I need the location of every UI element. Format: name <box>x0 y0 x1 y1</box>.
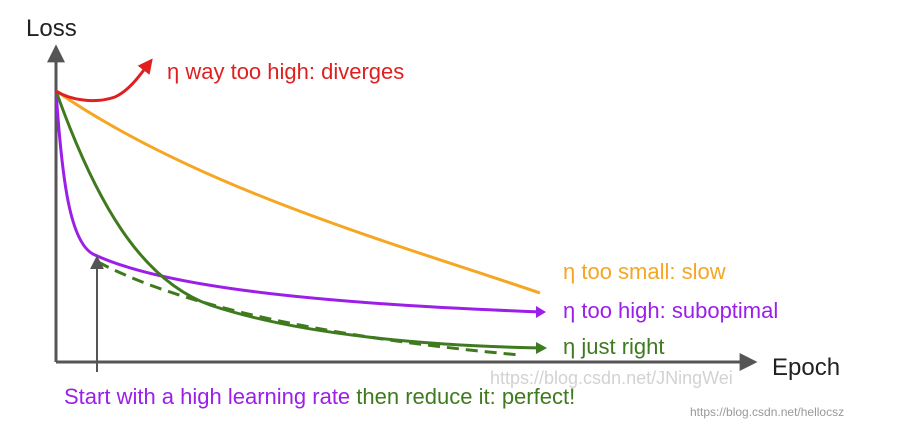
label-suboptimal: η too high: suboptimal <box>563 298 778 323</box>
label-diverges: η way too high: diverges <box>167 59 404 84</box>
curve-slow <box>55 89 541 295</box>
caption-part2: then reduce it: perfect! <box>350 384 575 409</box>
watermark-hellocsz: https://blog.csdn.net/hellocsz <box>690 405 844 419</box>
curve-just-right-arrowhead <box>536 342 547 354</box>
caption-part1: Start with a high learning rate <box>64 384 350 409</box>
label-slow: η too small: slow <box>563 259 726 284</box>
curve-perfect-dashed <box>97 260 521 357</box>
curve-suboptimal-arrowhead <box>536 306 546 318</box>
y-axis-label: Loss <box>26 15 77 42</box>
caption: Start with a high learning rate then red… <box>64 384 575 409</box>
x-axis-label: Epoch <box>772 354 840 381</box>
label-just-right: η just right <box>563 334 665 359</box>
watermark-jningwei: https://blog.csdn.net/JNingWei <box>490 368 733 388</box>
curve-suboptimal <box>54 90 543 314</box>
curve-diverges <box>55 58 153 103</box>
